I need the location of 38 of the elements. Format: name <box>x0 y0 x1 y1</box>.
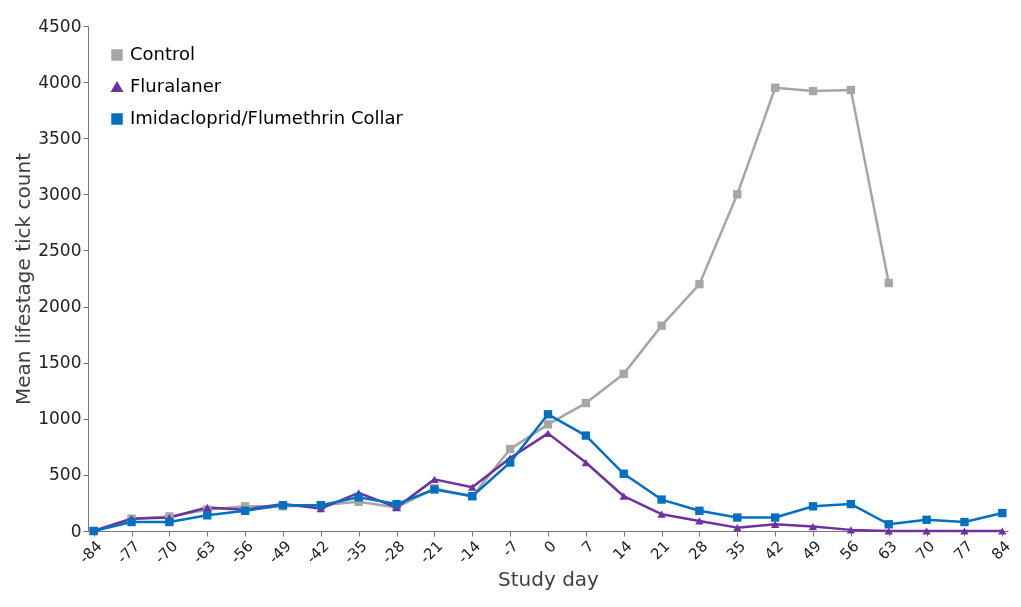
x-tick-label: -63 <box>189 537 220 568</box>
x-tick-label: -7 <box>498 537 522 561</box>
x-tick-label: 56 <box>836 537 863 564</box>
y-tick-label: 4500 <box>38 15 82 36</box>
x-tick-label: -77 <box>113 537 144 568</box>
y-tick-label: 1000 <box>38 408 82 429</box>
y-tick-label: 1500 <box>38 352 82 373</box>
x-tick-label: -56 <box>226 537 257 568</box>
x-tick-label: -42 <box>302 537 333 568</box>
x-tick-label: 70 <box>912 537 939 564</box>
x-tick-label: 42 <box>760 537 787 564</box>
y-tick-label: 2000 <box>38 296 82 317</box>
x-tick-label: 7 <box>578 537 598 557</box>
y-tick-label: 2500 <box>38 239 82 260</box>
legend-label: Imidacloprid/Flumethrin Collar <box>130 107 404 128</box>
x-tick-label: -28 <box>378 537 409 568</box>
x-tick-label: -49 <box>264 537 295 568</box>
x-tick-label: 84 <box>987 537 1015 564</box>
x-tick-label: 49 <box>798 537 825 564</box>
x-tick-label: 63 <box>874 537 901 564</box>
x-tick-label: 21 <box>647 537 674 564</box>
x-tick-label: 0 <box>540 537 560 557</box>
legend-label: Control <box>130 43 196 64</box>
x-tick-label: 35 <box>722 537 750 564</box>
x-tick-label: -35 <box>340 537 371 568</box>
x-tick-label: -21 <box>416 537 447 568</box>
y-tick-label: 3000 <box>38 183 82 204</box>
y-axis-title: Mean lifestage tick count <box>11 152 36 405</box>
x-tick-label: 77 <box>950 537 977 564</box>
x-tick-label: 28 <box>685 537 712 564</box>
y-tick-label: 500 <box>49 464 82 485</box>
x-tick-label: 14 <box>609 537 636 564</box>
y-tick-label: 4000 <box>38 71 82 92</box>
x-tick-label: -70 <box>151 537 182 568</box>
x-tick-label: -14 <box>454 537 485 568</box>
x-axis-title: Study day <box>498 567 600 592</box>
legend-label: Fluralaner <box>130 75 222 96</box>
y-tick-label: 3500 <box>38 127 82 148</box>
